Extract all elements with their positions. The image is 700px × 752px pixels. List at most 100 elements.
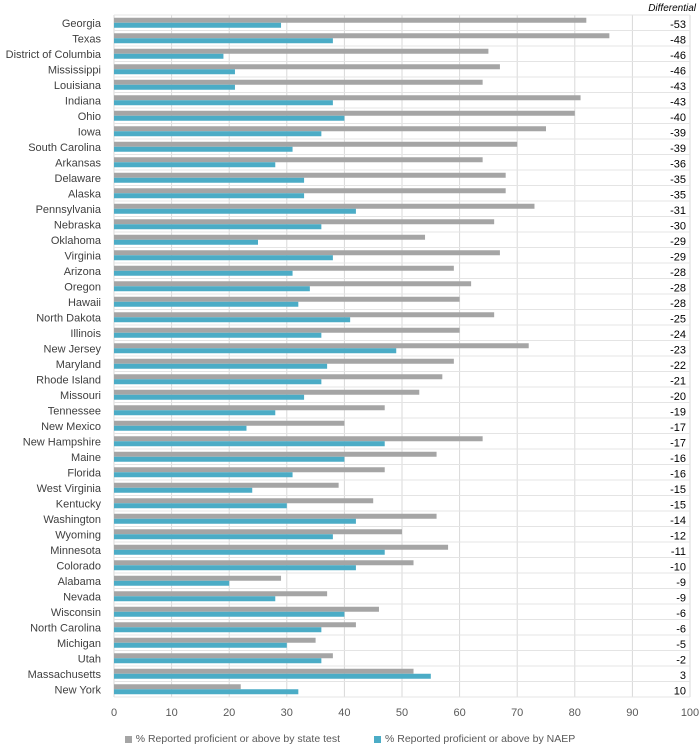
differential-value: 10 [674,685,686,697]
category-label: Nevada [63,591,102,603]
bar-state-test-illinois [114,327,460,333]
bar-naep-minnesota [114,549,385,555]
bar-state-test-michigan [114,637,316,643]
differential-value: -16 [670,453,686,465]
bar-naep-west-virginia [114,487,253,493]
bar-state-test-pennsylvania [114,203,535,209]
bar-naep-washington [114,518,356,524]
differential-value: -2 [676,654,686,666]
differential-value: -17 [670,437,686,449]
bar-state-test-texas [114,33,610,39]
differential-value: -23 [670,344,686,356]
category-label: Texas [72,33,101,45]
bar-naep-tennessee [114,410,276,416]
category-label: Alaska [68,188,102,200]
bar-state-test-south-carolina [114,141,518,147]
bar-naep-nebraska [114,224,322,230]
bar-naep-alaska [114,193,305,199]
x-tick-label: 100 [681,707,699,719]
x-tick-label: 80 [569,707,581,719]
category-label: Georgia [62,18,102,30]
differential-value: -29 [670,251,686,263]
differential-value: -9 [676,577,686,589]
bar-naep-hawaii [114,301,299,307]
legend-swatch-naep [374,735,381,743]
bar-naep-arizona [114,270,293,276]
differential-value: -31 [670,205,686,217]
bar-state-test-north-carolina [114,622,356,628]
x-tick-label: 0 [111,707,117,719]
differential-value: -17 [670,422,686,434]
differential-value: -28 [670,267,686,279]
bar-state-test-delaware [114,172,506,178]
differential-value: -6 [676,608,686,620]
legend-label-naep: % Reported proficient or above by NAEP [385,733,576,745]
bar-naep-indiana [114,100,333,106]
bar-naep-colorado [114,565,356,571]
differential-value: -46 [670,50,686,62]
bar-state-test-new-jersey [114,343,529,349]
category-label: Massachusetts [28,669,102,681]
differential-header: Differential [648,3,697,14]
category-label: Mississippi [48,64,101,76]
differential-value: -43 [670,81,686,93]
category-label: Tennessee [48,405,101,417]
category-label: Arkansas [55,157,101,169]
category-label: Maryland [56,359,101,371]
bar-state-test-nevada [114,591,328,597]
legend-label-state-test: % Reported proficient or above by state … [135,733,340,745]
bar-naep-delaware [114,177,305,183]
bar-state-test-ohio [114,110,575,116]
bar-naep-north-dakota [114,317,351,323]
bar-state-test-louisiana [114,79,483,85]
differential-value: -43 [670,96,686,108]
bar-state-test-new-york [114,684,241,690]
bars [114,17,610,695]
bar-naep-nevada [114,596,276,602]
differential-value: -28 [670,282,686,294]
differential-value: -21 [670,375,686,387]
bar-state-test-utah [114,653,333,659]
bar-naep-north-carolina [114,627,322,633]
bar-chart: Georgia Texas District of Columbia Mississi… [6,3,700,719]
x-tick-label: 60 [453,707,465,719]
bar-naep-mississippi [114,69,235,75]
bar-naep-district-of-columbia [114,53,224,59]
bar-naep-louisiana [114,84,235,90]
bar-state-test-new-hampshire [114,436,483,442]
bar-state-test-washington [114,513,437,519]
bar-state-test-georgia [114,17,587,23]
bar-naep-new-mexico [114,425,247,431]
bar-state-test-west-virginia [114,482,339,488]
differential-value: -16 [670,468,686,480]
category-label: Pennsylvania [36,204,102,216]
differential-value: -46 [670,65,686,77]
category-label: New Mexico [41,421,101,433]
legend-swatch-state-test [124,735,132,743]
category-label: Delaware [55,173,101,185]
x-tick-label: 10 [165,707,177,719]
category-label: Maine [71,452,101,464]
differential-value: -40 [670,112,686,124]
category-label: Arizona [64,266,102,278]
differential-value: -39 [670,127,686,139]
differential-value: -11 [671,546,686,558]
bar-state-test-maine [114,451,437,457]
differential-value: -14 [670,515,686,527]
category-label: Oregon [64,281,101,293]
bar-naep-new-hampshire [114,441,385,447]
legend-item-state-test: % Reported proficient or above by state … [124,733,340,745]
category-label: Virginia [65,250,102,262]
differential-value: -35 [670,189,686,201]
category-label: District of Columbia [6,49,102,61]
category-label: Minnesota [50,545,102,557]
bar-naep-wisconsin [114,611,345,617]
category-label: Wisconsin [51,607,101,619]
category-label: Nebraska [54,219,102,231]
category-label: West Virginia [37,483,102,495]
differential-value: -22 [670,360,686,372]
bar-naep-virginia [114,255,333,261]
category-label: Louisiana [54,80,102,92]
bar-naep-michigan [114,642,287,648]
bar-state-test-oregon [114,281,472,287]
